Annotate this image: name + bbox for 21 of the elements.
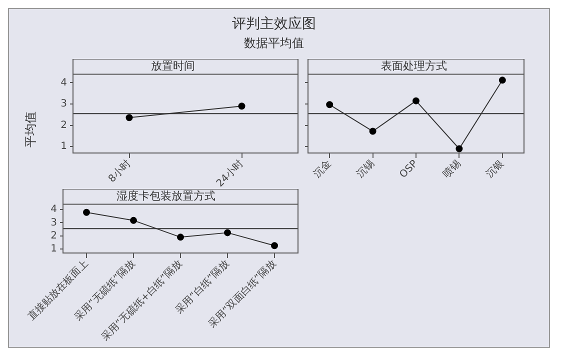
y-tick-label: 3 [50, 217, 57, 228]
y-tick-label: 2 [50, 230, 57, 242]
y-tick-label: 1 [60, 141, 67, 152]
chart-title: 湿度卡包装放置方式 [116, 189, 216, 202]
x-tick-label: 沉银 [484, 158, 506, 180]
y-tick-label: 4 [50, 204, 57, 216]
x-tick-label: 沉金 [310, 158, 334, 180]
y-tick-label: 2 [60, 120, 67, 131]
y-axis-title: 平均值 [22, 112, 38, 148]
y-tick-label: 3 [60, 98, 67, 110]
x-tick-label: OSP [398, 158, 420, 181]
x-tick-label: 沉锡 [354, 158, 377, 180]
x-tick-label: 8小时 [106, 158, 134, 185]
text: 数据平均值 [243, 35, 305, 52]
chart-title: 放置时间 [151, 59, 195, 72]
x-tick-label: 喷锡 [440, 158, 464, 180]
y-tick-label: 1 [50, 244, 57, 255]
chart-title: 表面处理方式 [381, 59, 447, 72]
y-tick-label: 4 [60, 77, 67, 88]
x-tick-label: 24小时 [214, 158, 246, 190]
text: 评判主效应图 [231, 15, 317, 33]
